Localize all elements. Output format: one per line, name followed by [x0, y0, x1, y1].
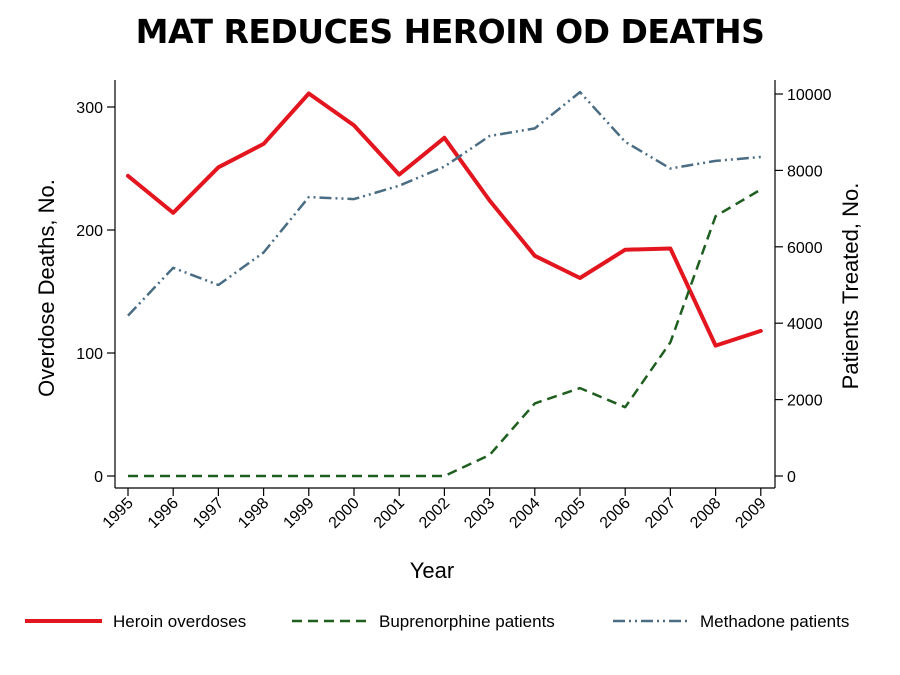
y-tick-right-label: 8000: [787, 163, 823, 180]
y-tick-right-label: 4000: [787, 316, 823, 333]
x-tick-label: 1998: [235, 495, 272, 532]
x-tick-label: 1996: [145, 495, 182, 532]
x-tick-label: 1999: [280, 495, 317, 532]
x-tick-label: 2009: [732, 495, 769, 532]
series-line-methadone-patients: [127, 90, 761, 317]
chart-title: MAT REDUCES HEROIN OD DEATHS: [135, 12, 765, 51]
y-tick-right-label: 0: [787, 469, 796, 486]
x-tick-label: 2008: [687, 495, 724, 532]
x-tick-label: 2004: [506, 495, 543, 532]
y-tick-left-label: 100: [76, 346, 103, 363]
series-line-buprenorphine-patients: [128, 188, 762, 478]
x-tick-label: 2005: [552, 495, 589, 532]
legend: Heroin overdoses Buprenorphine patients Me…: [25, 612, 849, 631]
legend-label-buprenorphine-patients: Buprenorphine patients: [379, 612, 555, 631]
y-axis-left-label: Overdose Deaths, No.: [34, 179, 59, 397]
y-tick-left-label: 0: [94, 469, 103, 486]
legend-label-heroin-overdoses: Heroin overdoses: [113, 612, 246, 631]
x-tick-label: 2007: [642, 495, 679, 532]
y-tick-left-label: 200: [76, 223, 103, 240]
x-axis-label: Year: [410, 558, 454, 583]
y-axis-right-label: Patients Treated, No.: [838, 183, 863, 390]
x-tick-label: 2001: [371, 495, 408, 532]
x-tick-label: 1997: [190, 495, 227, 532]
y-tick-right-label: 2000: [787, 393, 823, 410]
y-tick-right-label: 6000: [787, 240, 823, 257]
legend-label-methadone-patients: Methadone patients: [700, 612, 849, 631]
y-tick-right-label: 10000: [787, 87, 832, 104]
x-tick-label: 2006: [597, 495, 634, 532]
x-tick-label: 2003: [461, 495, 498, 532]
x-tick-label: 2000: [326, 495, 363, 532]
y-tick-left-label: 300: [76, 100, 103, 117]
x-tick-label: 2002: [416, 495, 453, 532]
series-lines: [126, 90, 763, 478]
x-tick-label: 1995: [100, 495, 137, 532]
series-line-heroin-overdoses: [126, 91, 763, 348]
